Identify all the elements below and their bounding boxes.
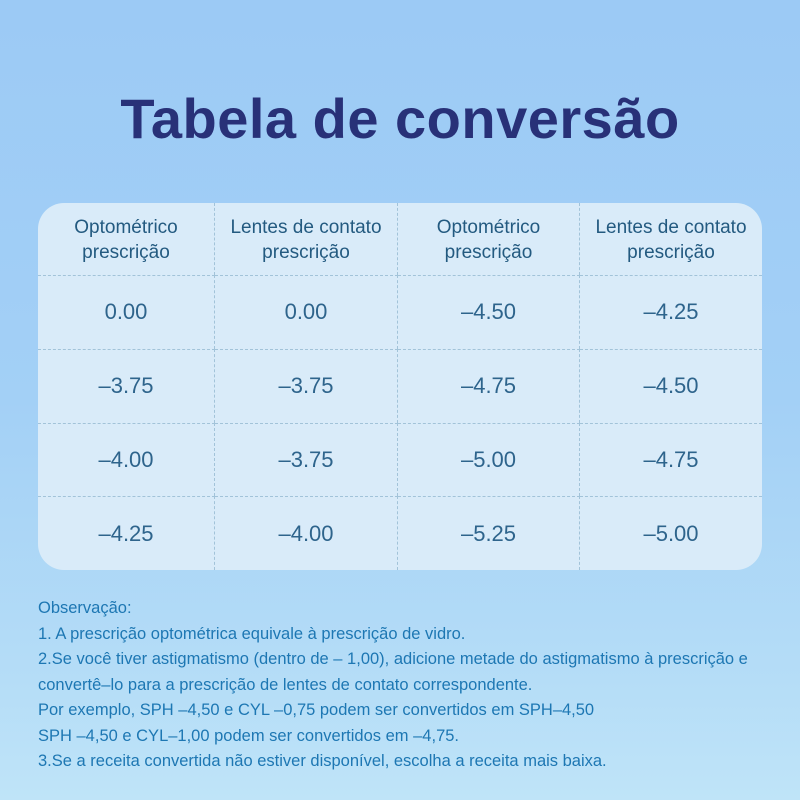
note-line: 2.Se você tiver astigmatismo (dentro de …: [38, 650, 748, 668]
header-line: Lentes de contato: [595, 217, 747, 238]
note-line: Por exemplo, SPH –4,50 e CYL –0,75 podem…: [38, 701, 595, 719]
table-cell: 0.00: [38, 275, 215, 349]
table-cell: –4.25: [38, 496, 215, 570]
column-header-optometric-left: Optométrico prescrição: [38, 203, 215, 275]
notes-section: Observação: 1. A prescrição optométrica …: [38, 596, 778, 775]
table-cell: –4.00: [38, 422, 215, 497]
table-cell: –5.00: [580, 496, 762, 570]
conversion-table: Optométrico prescrição Lentes de contato…: [38, 203, 762, 570]
note-line: SPH –4,50 e CYL–1,00 podem ser convertid…: [38, 726, 459, 745]
header-line: Lentes de contato: [230, 217, 382, 238]
notes-heading: Observação:: [38, 599, 132, 617]
table-cell: –4.25: [580, 275, 762, 349]
table-cell: –4.50: [398, 275, 580, 349]
note-line: 3.Se a receita convertida não estiver di…: [38, 752, 607, 770]
table-cell: –4.50: [580, 348, 762, 423]
column-header-contact-right: Lentes de contato prescrição: [580, 203, 762, 275]
note-line: 1. A prescrição optométrica equivale à p…: [38, 624, 466, 643]
note-line: convertê–lo para a prescrição de lentes …: [38, 675, 533, 694]
table-cell: –4.75: [580, 422, 762, 497]
page-title: Tabela de conversão: [120, 87, 680, 150]
table-cell: –5.00: [398, 422, 580, 497]
table-cell: –5.25: [398, 496, 580, 570]
table-cell: 0.00: [215, 275, 398, 349]
table-cell: –3.75: [215, 348, 398, 423]
table-cell: –3.75: [215, 422, 398, 497]
header-line: prescrição: [82, 242, 170, 263]
column-header-optometric-right: Optométrico prescrição: [398, 203, 580, 275]
header-line: Optométrico: [436, 217, 541, 238]
table-cell: –3.75: [38, 348, 215, 423]
table-cell: –4.00: [215, 496, 398, 570]
header-line: prescrição: [262, 242, 350, 263]
header-line: prescrição: [444, 242, 533, 263]
table-cell: –4.75: [398, 348, 580, 423]
header-line: prescrição: [627, 242, 715, 263]
header-line: Optométrico: [74, 217, 178, 238]
column-header-contact-left: Lentes de contato prescrição: [215, 203, 398, 275]
